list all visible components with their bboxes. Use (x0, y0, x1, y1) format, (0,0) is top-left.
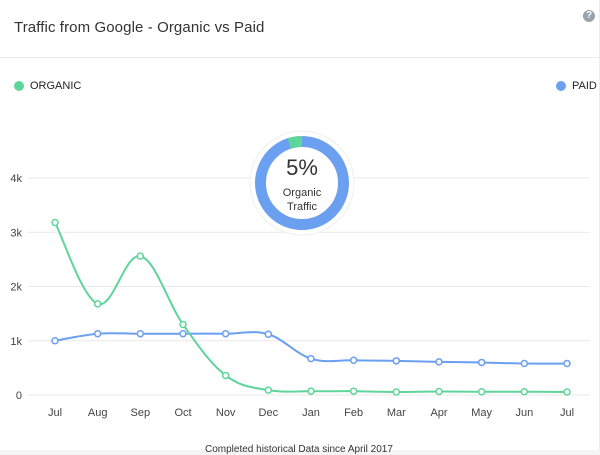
organic-dot-icon (14, 81, 24, 91)
x-tick-label: Sep (131, 407, 151, 419)
legend-organic-label: ORGANIC (30, 80, 82, 92)
legend-organic[interactable]: ORGANIC (14, 80, 81, 92)
x-tick-label: Nov (216, 407, 236, 419)
organic-data-point (93, 300, 102, 308)
paid-dot-icon (556, 81, 566, 91)
paid-data-point (179, 329, 187, 338)
x-tick-label: May (471, 407, 492, 419)
y-tick-label: 1k (10, 336, 22, 348)
paid-data-point (221, 329, 230, 338)
paid-data-point (136, 329, 145, 338)
x-tick-label: Jul (560, 407, 574, 419)
organic-data-point (136, 252, 145, 260)
x-tick-label: Aug (88, 407, 108, 419)
y-tick-label: 3k (10, 227, 22, 239)
organic-data-point (264, 386, 273, 394)
paid-data-point (349, 356, 358, 365)
paid-data-point (477, 358, 486, 367)
y-tick-label: 2k (10, 282, 22, 294)
organic-data-point (563, 388, 571, 396)
donut-organic-segment (287, 136, 303, 149)
legend-paid[interactable]: PAID (556, 80, 597, 92)
x-tick-label: Feb (344, 407, 363, 419)
paid-data-point (307, 354, 315, 363)
donut-value: 5% (286, 155, 318, 180)
paid-data-point (264, 330, 273, 338)
x-tick-label: Jan (302, 407, 320, 419)
organic-data-point (179, 320, 187, 329)
x-tick-label: Mar (387, 407, 406, 419)
paid-data-point (435, 358, 443, 366)
donut-caption-line2: Traffic (287, 201, 317, 213)
organic-series-line (54, 222, 568, 394)
organic-data-point (477, 387, 486, 396)
paid-data-point (520, 359, 529, 368)
organic-data-point (435, 387, 443, 396)
organic-data-point (51, 218, 59, 227)
y-tick-label: 0 (16, 390, 22, 402)
x-tick-label: Oct (174, 407, 191, 419)
organic-data-point (307, 387, 315, 395)
donut-caption-line1: Organic (283, 187, 322, 199)
organic-data-point (520, 387, 529, 396)
organic-data-point (349, 387, 358, 395)
legend-paid-label: PAID (572, 80, 597, 92)
x-tick-label: Jul (48, 407, 62, 419)
paid-data-point (563, 359, 571, 368)
organic-data-point (221, 371, 230, 380)
x-tick-label: Dec (259, 407, 279, 419)
paid-data-point (93, 329, 102, 338)
y-tick-label: 4k (10, 173, 22, 185)
x-tick-label: Apr (430, 407, 447, 419)
paid-data-point (392, 357, 401, 365)
widget-title: Traffic from Google - Organic vs Paid (14, 19, 265, 36)
organic-data-point (392, 388, 401, 396)
widget-header: Traffic from Google - Organic vs Paid ? (0, 0, 600, 58)
x-tick-label: Jun (515, 407, 533, 419)
question-icon[interactable]: ? (583, 10, 595, 22)
paid-data-point (51, 337, 59, 345)
